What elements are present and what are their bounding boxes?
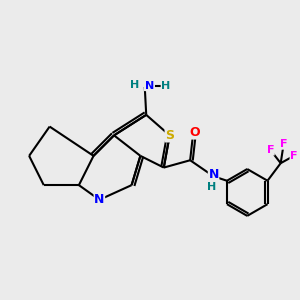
Text: F: F (267, 145, 274, 155)
Text: S: S (165, 129, 174, 142)
Text: H: H (130, 80, 139, 90)
Text: H: H (161, 81, 170, 91)
Text: O: O (189, 126, 200, 139)
Text: F: F (290, 151, 298, 161)
Text: F: F (280, 139, 287, 149)
Text: N: N (145, 81, 154, 91)
Text: N: N (208, 168, 219, 182)
Text: N: N (94, 193, 105, 206)
Text: H: H (207, 182, 216, 192)
